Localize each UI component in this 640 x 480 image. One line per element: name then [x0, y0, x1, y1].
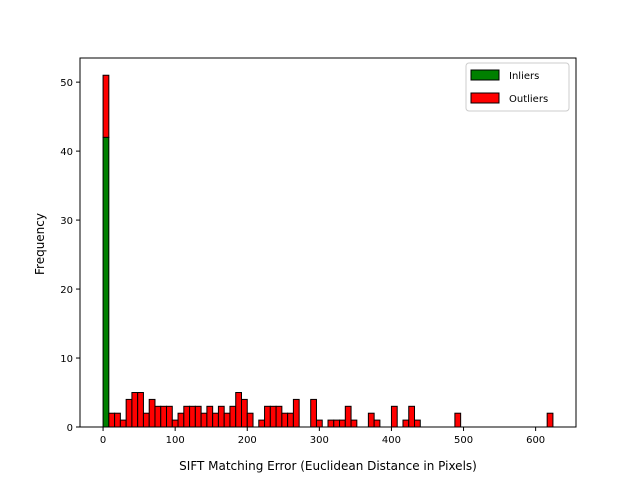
bar-outliers-5	[131, 392, 139, 428]
bar-outliers-47	[373, 419, 381, 428]
bar-outliers-10	[160, 405, 168, 428]
bar-outliers-16	[194, 405, 202, 428]
bar-outliers-52	[402, 419, 410, 428]
bar-outliers-77	[546, 412, 554, 428]
bar-outliers-0	[102, 74, 110, 138]
bar-outliers-18	[206, 405, 214, 428]
bar-outliers-19	[212, 412, 219, 428]
legend-swatch-outliers	[470, 92, 500, 104]
bar-outliers-23	[235, 392, 242, 428]
bar-outliers-7	[142, 412, 150, 428]
bar-outliers-20	[217, 405, 225, 428]
axes-group: 0 100 200 300 400 500 600 0 10 20 30 40 50	[60, 57, 577, 446]
bar-outliers-14	[183, 405, 191, 428]
y-tick-label: 0	[67, 423, 73, 434]
bar-outliers-24	[240, 398, 248, 428]
x-tick-label: 200	[238, 435, 257, 446]
bar-outliers-13	[177, 412, 185, 428]
bar-outliers-41	[339, 419, 346, 428]
bar-outliers-43	[350, 419, 358, 428]
bar-outliers-32	[287, 412, 294, 428]
bar-outliers-31	[281, 412, 289, 428]
y-tick-label: 40	[60, 147, 73, 158]
bar-outliers-46	[367, 412, 375, 428]
legend-swatch-inliers	[470, 69, 500, 81]
bar-outliers-30	[275, 405, 283, 428]
bar-inliers-0	[102, 136, 110, 428]
x-tick-label: 600	[526, 435, 545, 446]
bar-outliers-21	[223, 412, 231, 428]
bar-outliers-12	[171, 419, 179, 428]
bar-outliers-4	[125, 398, 133, 428]
bar-outliers-27	[258, 419, 266, 428]
bar-outliers-8	[148, 398, 156, 428]
bar-outliers-9	[154, 405, 162, 428]
bar-outliers-11	[166, 405, 173, 428]
x-axis-label: SIFT Matching Error (Euclidean Distance …	[179, 459, 477, 473]
bar-outliers-33	[292, 398, 300, 428]
x-tick-label: 100	[166, 435, 185, 446]
bar-outliers-39	[327, 419, 335, 428]
bar-outliers-6	[137, 392, 144, 428]
bar-outliers-3	[119, 419, 127, 428]
bar-outliers-2	[114, 412, 121, 428]
legend-label-inliers: Inliers	[509, 71, 539, 82]
plot-frame	[79, 57, 577, 428]
x-tick-label: 500	[454, 435, 473, 446]
bar-outliers-54	[414, 419, 421, 428]
bar-outliers-29	[269, 405, 277, 428]
x-tick-label: 0	[100, 435, 106, 446]
bar-outliers-28	[264, 405, 271, 428]
y-tick-label: 30	[60, 216, 73, 227]
bar-outliers-40	[333, 419, 341, 428]
x-tick-label: 300	[310, 435, 329, 446]
bar-outliers-25	[246, 412, 254, 428]
legend-label-outliers: Outliers	[509, 94, 548, 105]
bars-group	[102, 74, 554, 428]
y-tick-label: 10	[60, 354, 73, 365]
bar-outliers-50	[390, 405, 398, 428]
y-axis-label: Frequency	[33, 213, 47, 275]
bar-outliers-1	[108, 412, 116, 428]
legend: Inliers Outliers	[465, 62, 570, 112]
bar-outliers-61	[454, 412, 462, 428]
bar-outliers-22	[229, 405, 237, 428]
bar-outliers-53	[408, 405, 416, 428]
bar-outliers-37	[315, 419, 323, 428]
x-tick-label: 400	[382, 435, 401, 446]
bar-outliers-15	[189, 405, 196, 428]
bar-outliers-36	[310, 398, 317, 428]
bar-outliers-42	[344, 405, 352, 428]
y-tick-label: 50	[60, 78, 73, 89]
bar-outliers-17	[200, 412, 208, 428]
y-tick-label: 20	[60, 285, 73, 296]
